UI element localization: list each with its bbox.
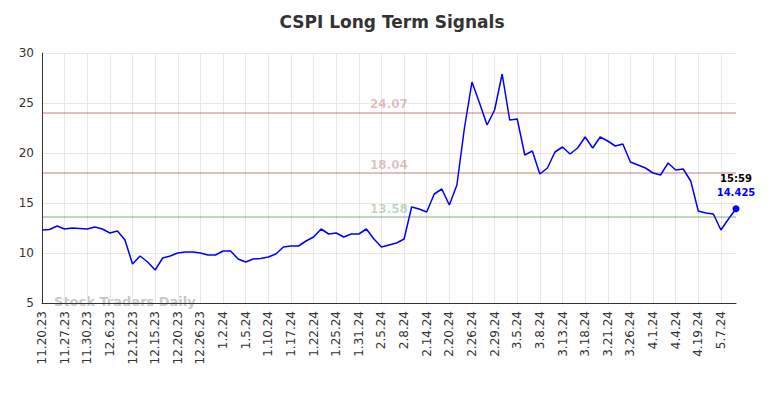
svg-text:1.22.24: 1.22.24	[307, 311, 321, 357]
svg-text:2.20.24: 2.20.24	[442, 311, 456, 357]
svg-text:20: 20	[19, 146, 34, 160]
svg-text:12.15.23: 12.15.23	[148, 311, 162, 364]
svg-text:15: 15	[19, 196, 34, 210]
svg-text:5.7.24: 5.7.24	[714, 311, 728, 349]
svg-text:14.425: 14.425	[717, 187, 756, 198]
svg-text:24.07: 24.07	[370, 97, 408, 111]
svg-text:Stock Traders Daily: Stock Traders Daily	[54, 294, 196, 309]
svg-text:3.13.24: 3.13.24	[556, 311, 570, 357]
svg-text:1.2.24: 1.2.24	[216, 311, 230, 349]
svg-text:2.8.24: 2.8.24	[397, 311, 411, 349]
svg-text:18.04: 18.04	[370, 158, 408, 172]
svg-text:3.21.24: 3.21.24	[601, 311, 615, 357]
svg-text:5: 5	[26, 296, 34, 310]
svg-text:12.20.23: 12.20.23	[171, 311, 185, 364]
svg-text:3.18.24: 3.18.24	[578, 311, 592, 357]
svg-text:1.10.24: 1.10.24	[261, 311, 275, 357]
svg-text:1.25.24: 1.25.24	[329, 311, 343, 357]
svg-text:2.5.24: 2.5.24	[374, 311, 388, 349]
svg-text:10: 10	[19, 246, 34, 260]
svg-text:11.27.23: 11.27.23	[58, 311, 72, 364]
svg-text:11.20.23: 11.20.23	[35, 311, 49, 364]
svg-text:3.26.24: 3.26.24	[623, 311, 637, 357]
svg-text:12.12.23: 12.12.23	[126, 311, 140, 364]
svg-text:1.17.24: 1.17.24	[284, 311, 298, 357]
svg-text:1.5.24: 1.5.24	[239, 311, 253, 349]
svg-text:4.1.24: 4.1.24	[646, 311, 660, 349]
svg-text:2.14.24: 2.14.24	[420, 311, 434, 357]
svg-text:12.6.23: 12.6.23	[103, 311, 117, 357]
svg-text:15:59: 15:59	[720, 173, 752, 184]
svg-text:4.4.24: 4.4.24	[669, 311, 683, 349]
svg-text:3.5.24: 3.5.24	[510, 311, 524, 349]
svg-text:2.29.24: 2.29.24	[488, 311, 502, 357]
svg-text:11.30.23: 11.30.23	[80, 311, 94, 364]
svg-text:2.26.24: 2.26.24	[465, 311, 479, 357]
svg-text:13.58: 13.58	[370, 202, 408, 216]
svg-text:3.8.24: 3.8.24	[533, 311, 547, 349]
svg-text:30: 30	[19, 46, 34, 60]
svg-text:1.31.24: 1.31.24	[352, 311, 366, 357]
svg-text:4.19.24: 4.19.24	[691, 311, 705, 357]
svg-text:12.26.23: 12.26.23	[193, 311, 207, 364]
svg-text:CSPI Long Term Signals: CSPI Long Term Signals	[279, 12, 504, 32]
svg-text:25: 25	[19, 96, 34, 110]
